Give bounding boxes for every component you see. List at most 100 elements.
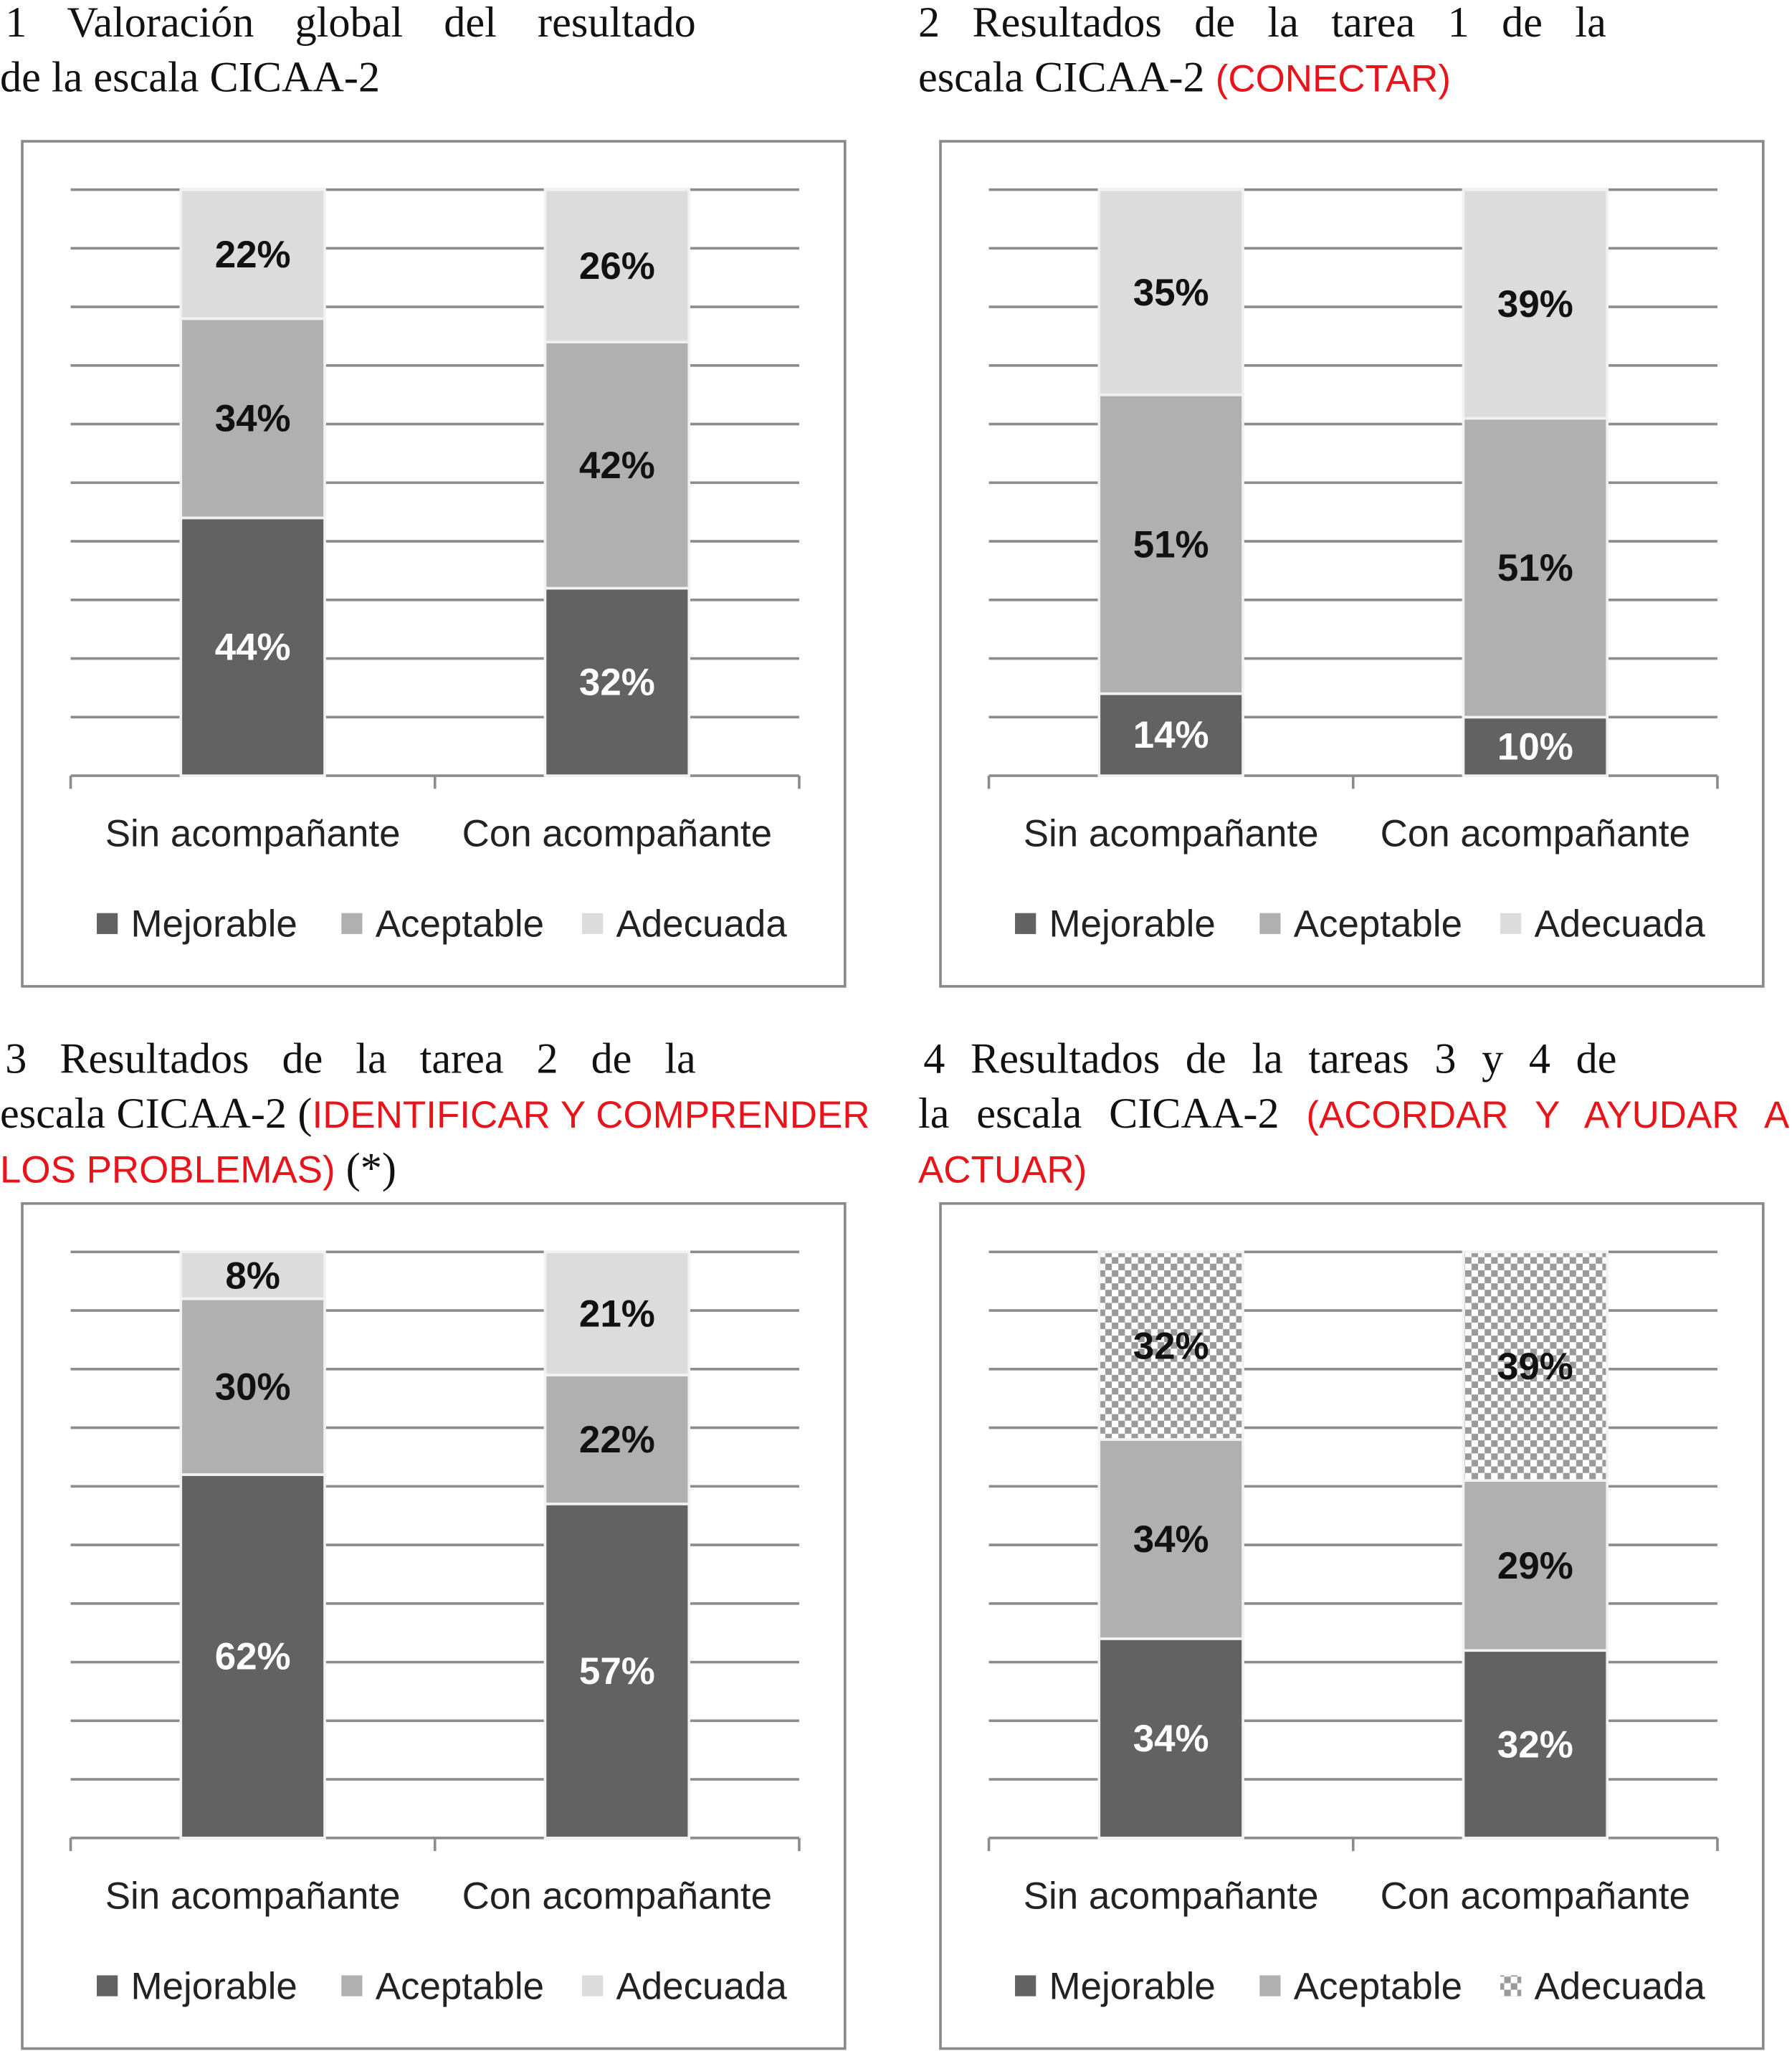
title-highlight: IDENTIFICAR Y COMPRENDER (312, 1095, 870, 1137)
legend-label: Aceptable (1294, 903, 1462, 946)
bar-segment-aceptable (1462, 417, 1609, 719)
bar-segment-adecuada (543, 188, 691, 343)
legend-item-adecuada: Adecuada (1500, 903, 1705, 946)
bar-segment-aceptable (543, 341, 691, 590)
data-label: 39% (1497, 283, 1573, 325)
title-highlight: LOS PROBLEMAS) (0, 1149, 335, 1192)
bar-segment-adecuada (1462, 1250, 1609, 1482)
chart-box: 14% 51% 35% Sin acompañante 10% 51% 39% Con aco… (939, 140, 1765, 988)
legend-label: Aceptable (1294, 1965, 1462, 2007)
chart-box: 34% 34% 32% Sin acompañante 32% 29% 39% Con aco… (939, 1201, 1765, 2050)
stacked-bar-chart: 44% 34% 22% Sin acompañante 32% 42% 26% Con aco… (69, 188, 801, 946)
title-line: la escala CICAA-2 (ACORDAR Y AYUDAR A (918, 1088, 1789, 1142)
legend-item-mejorable: Mejorable (1015, 903, 1216, 946)
bar-segment-mejorable (1097, 1637, 1244, 1840)
bar-segment-adecuada (179, 1250, 326, 1300)
title-highlight: (ACORDAR Y AYUDAR A (1306, 1095, 1790, 1137)
category-label: Con acompañante (462, 1875, 772, 1917)
title-line: de la escala CICAA-2 (0, 52, 380, 105)
data-label: 14% (1133, 714, 1209, 756)
data-label: 22% (215, 234, 291, 276)
data-label: 30% (215, 1366, 291, 1409)
bar-segment-aceptable (543, 1374, 691, 1505)
bar-segment-adecuada (1097, 188, 1244, 396)
title-line: 2 Resultados de la tarea 1 de la (918, 0, 1606, 49)
data-label: 32% (1133, 1325, 1209, 1367)
bar-segment-mejorable (179, 1473, 326, 1840)
data-label: 34% (1133, 1718, 1209, 1760)
category-label: Con acompañante (1381, 1875, 1690, 1917)
title-line: escala CICAA-2 (IDENTIFICAR Y COMPRENDER (0, 1088, 869, 1142)
legend-item-aceptable: Aceptable (1259, 1965, 1462, 2007)
legend-item-mejorable: Mejorable (1015, 1965, 1216, 2007)
data-label: 26% (579, 245, 655, 287)
legend-swatch (341, 913, 363, 934)
legend-label: Mejorable (1049, 903, 1215, 946)
legend-label: Mejorable (130, 1965, 297, 2007)
legend-item-adecuada: Adecuada (582, 1965, 787, 2007)
bar-segment-mejorable (1462, 1649, 1609, 1840)
legend-item-mejorable: Mejorable (97, 903, 297, 946)
category-label: Sin acompañante (1024, 813, 1319, 855)
title-text: escala CICAA-2 ( (0, 1090, 313, 1138)
bar-segment-mejorable (543, 586, 691, 777)
legend-label: Mejorable (130, 903, 297, 946)
stacked-bar-chart: 14% 51% 35% Sin acompañante 10% 51% 39% Con aco… (987, 188, 1719, 946)
title-line: 4 Resultados de la tareas 3 y 4 de (923, 1034, 1616, 1086)
title-line: escala CICAA-2 (CONECTAR) (918, 52, 1451, 106)
legend-label: Adecuada (1534, 1965, 1705, 2007)
title-line: ACTUAR) (918, 1143, 1087, 1197)
bar-segment-mejorable (179, 516, 326, 777)
bar-segment-aceptable (1097, 393, 1244, 695)
data-label: 34% (1133, 1518, 1209, 1561)
title-line: LOS PROBLEMAS) (*) (0, 1143, 396, 1197)
data-label: 34% (215, 398, 291, 440)
legend-item-aceptable: Aceptable (1259, 903, 1462, 946)
legend-swatch (341, 1975, 363, 1997)
stacked-bar-chart: 62% 30% 8% Sin acompañante 57% 22% 21% Con acom… (69, 1250, 801, 2007)
title-line: 3 Resultados de la tarea 2 de la (5, 1034, 695, 1086)
title-text: escala CICAA-2 (918, 54, 1216, 103)
title-text: la escala CICAA-2 (918, 1090, 1307, 1138)
legend-label: Mejorable (1049, 1965, 1215, 2007)
legend-swatch (1500, 1975, 1522, 1997)
legend-item-mejorable: Mejorable (97, 1965, 297, 2007)
category-label: Sin acompañante (1024, 1875, 1319, 1917)
legend-label: Adecuada (616, 1965, 787, 2007)
data-label: 42% (579, 444, 655, 487)
legend-swatch (1259, 1975, 1281, 1997)
title-text: de la escala CICAA-2 (0, 54, 381, 103)
legend-label: Adecuada (1534, 903, 1705, 946)
data-label: 29% (1497, 1545, 1573, 1587)
legend-label: Aceptable (376, 903, 544, 946)
legend-item-adecuada: Adecuada (1500, 1965, 1705, 2007)
legend-label: Adecuada (616, 903, 787, 946)
legend-swatch (1015, 913, 1036, 934)
title-text: (*) (335, 1146, 396, 1194)
title-text: 1 Valoración global del resultado (5, 0, 696, 47)
legend-swatch (97, 1975, 118, 1997)
legend-swatch (582, 1975, 604, 1997)
title-line: 1 Valoración global del resultado (5, 0, 695, 49)
data-label: 44% (215, 627, 291, 669)
title-highlight: (CONECTAR) (1215, 59, 1451, 101)
legend-label: Aceptable (376, 1965, 544, 2007)
stacked-bar-chart: 34% 34% 32% Sin acompañante 32% 29% 39% Con aco… (987, 1250, 1719, 2007)
chart-box: 62% 30% 8% Sin acompañante 57% 22% 21% Con acom… (21, 1201, 847, 2050)
data-label: 21% (579, 1293, 655, 1335)
bar-segment-aceptable (179, 317, 326, 520)
title-text: 3 Resultados de la tarea 2 de la (5, 1036, 696, 1083)
legend-swatch (1500, 913, 1522, 934)
category-label: Con acompañante (462, 813, 772, 855)
legend-swatch (97, 913, 118, 934)
data-label: 51% (1133, 523, 1209, 566)
bar-segment-adecuada (543, 1250, 691, 1376)
data-label: 22% (579, 1419, 655, 1461)
data-label: 39% (1497, 1346, 1573, 1388)
chart-box: 44% 34% 22% Sin acompañante 32% 42% 26% Con aco… (21, 140, 847, 988)
legend-swatch (582, 913, 604, 934)
legend-item-aceptable: Aceptable (341, 1965, 544, 2007)
data-label: 51% (1497, 547, 1573, 589)
bar-segment-adecuada (179, 188, 326, 320)
category-label: Sin acompañante (105, 1875, 401, 1917)
